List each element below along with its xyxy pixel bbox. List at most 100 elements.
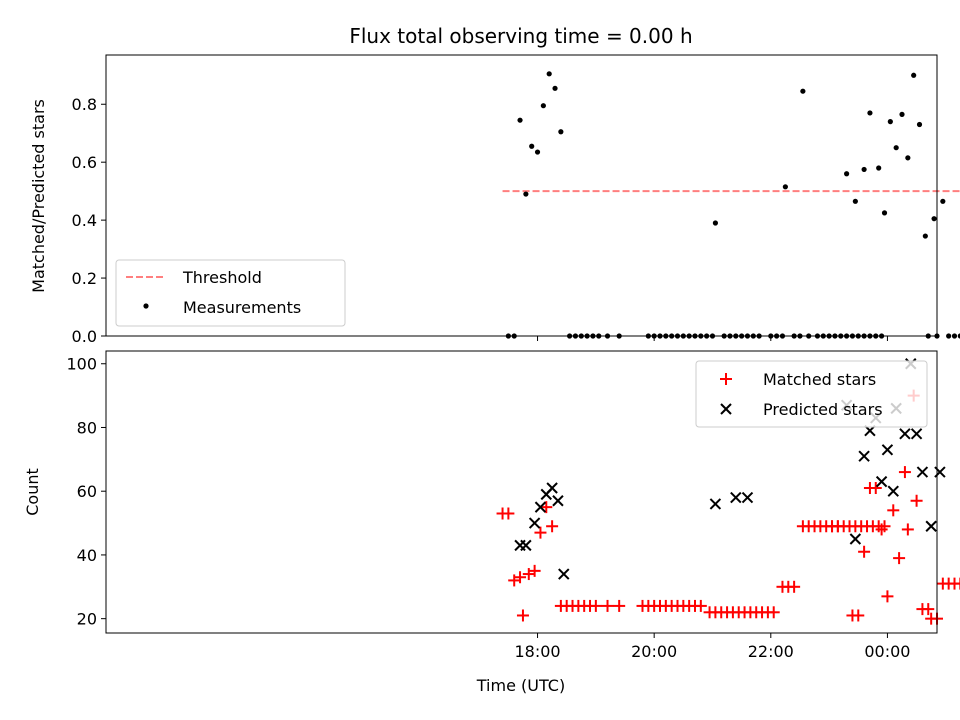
matched-stars-point <box>858 545 871 558</box>
predicted-stars-point <box>887 485 899 497</box>
measurements-point <box>540 103 546 109</box>
top-y-axis-label: Matched/Predicted stars <box>29 99 48 293</box>
bottom-legend-frame <box>695 360 928 428</box>
matched-stars-point <box>528 564 541 577</box>
matched-stars-point <box>831 520 844 533</box>
measurements-point <box>951 333 958 339</box>
measurements-point <box>546 71 552 77</box>
top-y-axis: 0.0 0.2 0.4 0.6 0.8 <box>72 95 106 346</box>
bottom-y-tick-label: 20 <box>77 610 97 629</box>
top-y-tick-label: 0.6 <box>72 153 97 172</box>
predicted-stars-point <box>546 482 558 494</box>
measurements-point <box>782 184 788 190</box>
measurements-point <box>905 155 911 161</box>
predicted-stars-point <box>858 450 870 462</box>
predicted-stars-point <box>552 495 564 507</box>
measurements-point <box>552 85 558 91</box>
matched-stars-point <box>898 466 911 479</box>
predicted-stars-point <box>849 533 862 545</box>
top-plot-marks <box>502 71 960 339</box>
top-y-tick-label: 0.4 <box>72 211 97 230</box>
matched-stars-point <box>954 577 960 590</box>
bottom-x-tick-label: 18:00 <box>514 642 560 661</box>
measurements-point <box>931 216 937 222</box>
measurements-point <box>712 220 719 226</box>
matched-stars-point <box>601 599 614 612</box>
bottom-y-tick-label: 100 <box>66 355 97 374</box>
bottom-y-tick-label: 40 <box>77 546 97 565</box>
measurements-point <box>899 111 905 117</box>
matched-stars-point <box>516 609 529 622</box>
top-chart-title: Flux total observing time = 0.00 h <box>349 24 692 48</box>
matched-stars-point <box>887 504 900 517</box>
matched-stars-point <box>852 609 865 622</box>
matched-stars-point <box>881 590 894 603</box>
matched-stars-point <box>875 523 888 536</box>
measurements-legend-swatch <box>143 303 149 309</box>
top-legend: Threshold Measurements <box>115 259 346 327</box>
threshold-legend-label: Threshold <box>182 268 262 287</box>
matched-stars-point <box>589 599 602 612</box>
matched-stars-point <box>613 599 626 612</box>
measurements-point <box>957 333 960 339</box>
top-legend-frame <box>115 259 346 327</box>
bottom-x-tick-label: 00:00 <box>864 642 910 661</box>
predicted-stars-legend-label: Predicted stars <box>763 400 883 419</box>
measurements-point <box>940 198 946 204</box>
measurements-point <box>916 121 923 128</box>
predicted-stars-point <box>520 539 532 552</box>
measurements-point <box>867 110 873 116</box>
predicted-stars-point <box>558 568 570 580</box>
predicted-stars-point <box>881 444 894 456</box>
predicted-stars-legend-swatch <box>720 403 732 415</box>
predicted-stars-point <box>528 517 541 529</box>
bottom-y-axis-label: Count <box>23 468 42 516</box>
matched-stars-point <box>901 523 914 536</box>
matched-stars-point <box>893 552 906 565</box>
bottom-y-tick-label: 60 <box>77 482 97 501</box>
measurements-point <box>529 143 535 149</box>
matched-stars-legend-swatch <box>720 373 732 385</box>
matched-stars-point <box>534 526 547 539</box>
measurements-point <box>523 191 529 197</box>
bottom-legend: Matched stars Predicted stars <box>695 360 928 428</box>
measurements-point <box>844 171 850 177</box>
top-plot-frame <box>105 54 938 337</box>
top-y-tick-label: 0.2 <box>72 269 97 288</box>
predicted-stars-point <box>741 491 754 504</box>
measurements-point <box>946 333 952 339</box>
measurements-point <box>893 145 899 151</box>
predicted-stars-point <box>534 501 547 513</box>
top-y-tick-label: 0.8 <box>72 95 97 114</box>
measurements-point <box>861 166 867 173</box>
measurements-point <box>517 117 523 123</box>
predicted-stars-point <box>916 466 929 478</box>
matched-stars-point <box>546 520 559 533</box>
measurements-point <box>887 119 893 125</box>
matched-stars-point <box>502 507 515 520</box>
measurements-point <box>922 233 928 239</box>
matched-stars-point <box>788 580 801 593</box>
matched-stars-point <box>922 603 935 616</box>
matched-stars-point <box>540 501 553 514</box>
predicted-stars-point <box>730 491 742 504</box>
measurements-point <box>558 129 564 135</box>
bottom-x-tick-label: 22:00 <box>748 642 794 661</box>
bottom-plot-frame <box>105 350 938 634</box>
measurements-point <box>534 149 541 155</box>
matched-stars-point <box>767 606 780 619</box>
predicted-stars-point <box>709 498 722 510</box>
predicted-stars-point <box>910 428 923 440</box>
matched-stars-point <box>694 599 707 612</box>
predicted-stars-point <box>875 475 888 488</box>
measurements-point <box>911 72 917 78</box>
matched-stars-point <box>869 482 882 495</box>
predicted-stars-point <box>925 520 937 532</box>
matched-stars-point <box>910 494 923 507</box>
measurements-point <box>800 88 806 94</box>
predicted-stars-point <box>899 428 911 440</box>
top-y-tick-label: 0.0 <box>72 327 97 346</box>
